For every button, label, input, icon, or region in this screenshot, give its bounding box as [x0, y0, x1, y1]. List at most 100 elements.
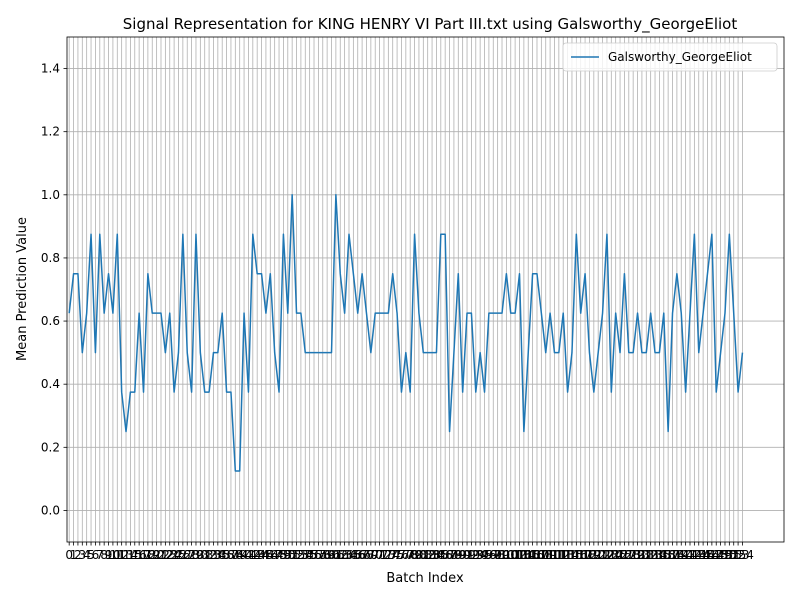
x-tick-label: 94: [473, 548, 488, 562]
x-tick-label: 19: [145, 548, 160, 562]
x-tick-label: 79: [407, 548, 422, 562]
x-tick-label: 88: [446, 548, 461, 562]
x-tick-label: 39: [232, 548, 247, 562]
y-tick-label: 0.6: [41, 314, 60, 328]
x-tick-label: 98: [490, 548, 505, 562]
y-axis-label: Mean Prediction Value: [15, 217, 30, 361]
x-tick-label: 116: [565, 548, 588, 562]
x-tick-label: 72: [376, 548, 391, 562]
x-tick-label: 36: [219, 548, 234, 562]
x-tick-label: 74: [385, 548, 400, 562]
x-tick-label: 9: [105, 548, 113, 562]
x-tick-label: 114: [556, 548, 579, 562]
x-tick-label: 28: [184, 548, 199, 562]
x-tick-label: 129: [622, 548, 645, 562]
x-tick-label: 76: [394, 548, 409, 562]
x-tick-label: 141: [674, 548, 697, 562]
x-tick-label: 103: [508, 548, 531, 562]
x-tick-label: 131: [630, 548, 653, 562]
grid-lines: [67, 37, 784, 542]
x-tick-label: 140: [670, 548, 693, 562]
x-tick-label: 41: [241, 548, 256, 562]
x-tick-label: 1: [70, 548, 78, 562]
x-tick-label: 104: [512, 548, 535, 562]
x-tick-label: 136: [652, 548, 675, 562]
x-tick-label: 100: [495, 548, 518, 562]
x-tick-label: 86: [438, 548, 453, 562]
x-tick-label: 151: [718, 548, 741, 562]
x-tick-label: 95: [477, 548, 492, 562]
x-tick-label: 153: [727, 548, 750, 562]
x-tick-label: 26: [175, 548, 190, 562]
x-tick-label: 73: [381, 548, 396, 562]
x-tick-label: 130: [626, 548, 649, 562]
x-tick-label: 93: [468, 548, 483, 562]
x-tick-label: 4: [83, 548, 91, 562]
x-tick-label: 121: [587, 548, 610, 562]
x-tick-label: 38: [228, 548, 243, 562]
x-tick-label: 64: [341, 548, 356, 562]
x-tick-label: 61: [328, 548, 343, 562]
x-tick-label: 45: [258, 548, 273, 562]
x-tick-label: 37: [223, 548, 238, 562]
x-tick-label: 154: [731, 548, 754, 562]
x-tick-label: 133: [639, 548, 662, 562]
x-tick-label: 47: [267, 548, 282, 562]
x-tick-label: 13: [118, 548, 133, 562]
x-tick-label: 44: [254, 548, 269, 562]
x-tick-label: 146: [696, 548, 719, 562]
x-tick-label: 10: [105, 548, 120, 562]
x-tick-label: 48: [271, 548, 286, 562]
x-tick-label: 49: [276, 548, 291, 562]
x-tick-label: 138: [661, 548, 684, 562]
x-tick-label: 5: [87, 548, 95, 562]
chart-title: Signal Representation for KING HENRY VI …: [123, 15, 738, 34]
x-tick-label: 112: [547, 548, 570, 562]
x-tick-label: 59: [319, 548, 334, 562]
x-tick-label: 35: [215, 548, 230, 562]
x-tick-label: 123: [595, 548, 618, 562]
x-tick-label: 40: [236, 548, 251, 562]
x-tick-label: 135: [648, 548, 671, 562]
x-tick-label: 126: [609, 548, 632, 562]
x-tick-label: 106: [521, 548, 544, 562]
x-tick-label: 7: [96, 548, 104, 562]
x-tick-label: 58: [315, 548, 330, 562]
x-tick-label: 145: [692, 548, 715, 562]
x-tick-label: 57: [311, 548, 326, 562]
x-tick-label: 53: [293, 548, 308, 562]
x-tick-label: 63: [337, 548, 352, 562]
x-tick-label: 54: [298, 548, 313, 562]
y-tick-label: 1.4: [41, 62, 60, 76]
x-tick-label: 62: [333, 548, 348, 562]
x-tick-label: 120: [582, 548, 605, 562]
x-tick-label: 46: [263, 548, 278, 562]
x-tick-label: 51: [285, 548, 300, 562]
x-tick-label: 142: [679, 548, 702, 562]
x-tick-label: 119: [578, 548, 601, 562]
x-tick-label: 132: [635, 548, 658, 562]
x-tick-label: 50: [280, 548, 295, 562]
x-tick-label: 34: [210, 548, 225, 562]
series-lines: [68, 194, 744, 472]
x-tick-label: 107: [526, 548, 549, 562]
x-tick-label: 71: [372, 548, 387, 562]
x-tick-label: 105: [517, 548, 540, 562]
x-tick-label: 143: [683, 548, 706, 562]
x-tick-label: 8: [100, 548, 108, 562]
x-tick-label: 69: [363, 548, 378, 562]
x-tick-label: 134: [644, 548, 667, 562]
x-tick-label: 14: [123, 548, 138, 562]
y-axis-ticks: 0.0 0.2 0.4 0.6 0.8 1.0 1.2 1.4: [41, 62, 67, 517]
x-tick-label: 91: [459, 548, 474, 562]
x-tick-label: 115: [561, 548, 584, 562]
x-tick-label: 97: [486, 548, 501, 562]
plot-frame: [66, 36, 785, 543]
x-tick-label: 90: [455, 548, 470, 562]
x-tick-label: 89: [451, 548, 466, 562]
x-tick-label: 110: [539, 548, 562, 562]
x-tick-label: 125: [604, 548, 627, 562]
x-tick-label: 113: [552, 548, 575, 562]
x-tick-label: 32: [201, 548, 216, 562]
